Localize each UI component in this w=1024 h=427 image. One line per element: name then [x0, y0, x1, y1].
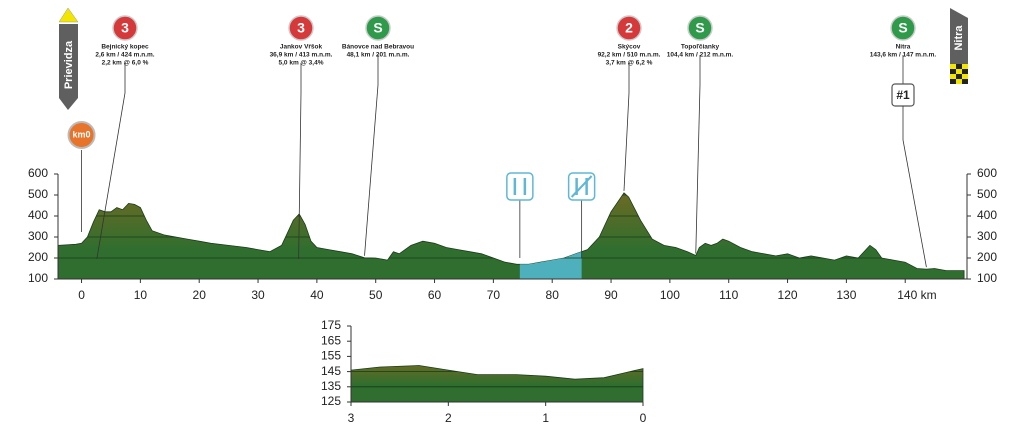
finish-check — [950, 69, 956, 74]
poi-name: Bánovce nad Bebravou — [342, 44, 414, 51]
start-flag — [59, 24, 78, 110]
elevation-area — [350, 365, 644, 403]
feed-icon-cross — [570, 175, 593, 198]
x-tick-label: 80 — [546, 288, 560, 302]
start-label: Prievidza — [63, 40, 75, 89]
x-tick-label: 20 — [193, 288, 207, 302]
poi-icon — [687, 15, 713, 41]
finish-check — [962, 69, 968, 74]
finish-check — [956, 79, 962, 84]
poi-category: 2 — [625, 20, 633, 36]
poi-icon — [890, 15, 916, 41]
poi-pointer — [298, 63, 302, 260]
start-flag-tip — [58, 7, 79, 23]
finish-check — [956, 64, 962, 69]
y-tick-label: 400 — [28, 208, 48, 222]
finish-check — [956, 69, 962, 74]
finish-check — [950, 64, 956, 69]
y-tick-label: 125 — [321, 394, 341, 408]
finish-check — [962, 79, 968, 84]
x-tick-label: 40 — [310, 288, 324, 302]
y-tick-label: 135 — [321, 379, 341, 393]
finish-label: Nitra — [953, 25, 965, 51]
poi-category: S — [373, 20, 382, 36]
poi-name: Skýcov — [618, 44, 641, 51]
poi-detail: 5,0 km @ 3,4% — [278, 60, 323, 67]
y-tick-label: 600 — [28, 166, 48, 180]
poi-name: Topoľčianky — [681, 44, 720, 51]
finish-flag — [950, 8, 968, 64]
y-tick-label-right: 200 — [977, 250, 997, 264]
y-tick-label: 300 — [28, 229, 48, 243]
poi-category: 3 — [297, 20, 305, 36]
poi-pointer — [695, 55, 701, 254]
y-tick-label: 145 — [321, 364, 341, 378]
x-tick-label: 110 — [719, 288, 738, 302]
y-tick-label-right: 300 — [977, 229, 997, 243]
x-tick-label: 140 km — [897, 288, 936, 302]
x-tick-label: 120 — [778, 288, 798, 302]
poi-detail: 2,2 km @ 6,0 % — [102, 60, 149, 67]
x-tick-label: 30 — [251, 288, 265, 302]
x-tick-label: 1 — [542, 411, 549, 425]
poi-detail: 2,6 km / 424 m.n.m. — [95, 52, 154, 59]
poi-name: Nitra — [896, 44, 911, 51]
poi-pointer — [623, 63, 630, 191]
y-tick-label-right: 600 — [977, 166, 997, 180]
x-tick-label: 0 — [78, 288, 85, 302]
finish-check — [962, 64, 968, 69]
km0-icon — [67, 121, 96, 149]
x-tick-label: 100 — [660, 288, 680, 302]
poi-pointer — [364, 55, 379, 256]
x-tick-label: 60 — [428, 288, 442, 302]
elevation-area — [57, 192, 965, 280]
finish-check — [950, 79, 956, 84]
y-tick-label: 165 — [321, 333, 341, 347]
poi-pointer — [96, 63, 126, 260]
poi-detail: 143,6 km / 147 m.n.m. — [870, 52, 937, 59]
poi-pointer — [902, 106, 927, 268]
x-tick-label: 3 — [348, 411, 355, 425]
x-tick-label: 10 — [134, 288, 148, 302]
feed-icon-glyph — [513, 178, 527, 195]
y-tick-label: 155 — [321, 349, 341, 363]
x-tick-label: 90 — [604, 288, 618, 302]
x-tick-label: 0 — [640, 411, 647, 425]
poi-category: S — [695, 20, 704, 36]
x-tick-label: 2 — [445, 411, 452, 425]
km0-label: km0 — [73, 129, 91, 139]
y-tick-label-right: 100 — [977, 271, 997, 285]
x-tick-label: 50 — [369, 288, 383, 302]
x-tick-label: 70 — [487, 288, 501, 302]
poi-name: Bejnický kopec — [101, 44, 149, 51]
poi-icon — [365, 15, 391, 41]
finish-check — [956, 74, 962, 79]
x-tick-label: 130 — [836, 288, 856, 302]
poi-marker: #1 — [896, 88, 910, 102]
poi-detail: 48,1 km / 201 m.n.m. — [347, 52, 410, 59]
finish-check — [950, 74, 956, 79]
y-tick-label: 175 — [321, 318, 341, 332]
poi-detail: 3,7 km @ 6,2 % — [606, 60, 653, 67]
finish-check — [962, 74, 968, 79]
y-tick-label-right: 500 — [977, 187, 997, 201]
poi-icon — [616, 15, 642, 41]
poi-category: S — [898, 20, 907, 36]
poi-name: Jankov Vŕšok — [280, 44, 323, 51]
y-tick-label: 500 — [28, 187, 48, 201]
poi-icon — [112, 15, 138, 41]
poi-detail: 104,4 km / 212 m.n.m. — [667, 52, 734, 59]
y-tick-label-right: 400 — [977, 208, 997, 222]
poi-detail: 36,9 km / 413 m.n.m. — [270, 52, 333, 59]
y-tick-label: 100 — [28, 271, 48, 285]
poi-detail: 92,2 km / 510 m.n.m. — [598, 52, 661, 59]
poi-icon — [288, 15, 314, 41]
y-tick-label: 200 — [28, 250, 48, 264]
poi-category: 3 — [121, 20, 129, 36]
feed-icon — [506, 172, 534, 201]
